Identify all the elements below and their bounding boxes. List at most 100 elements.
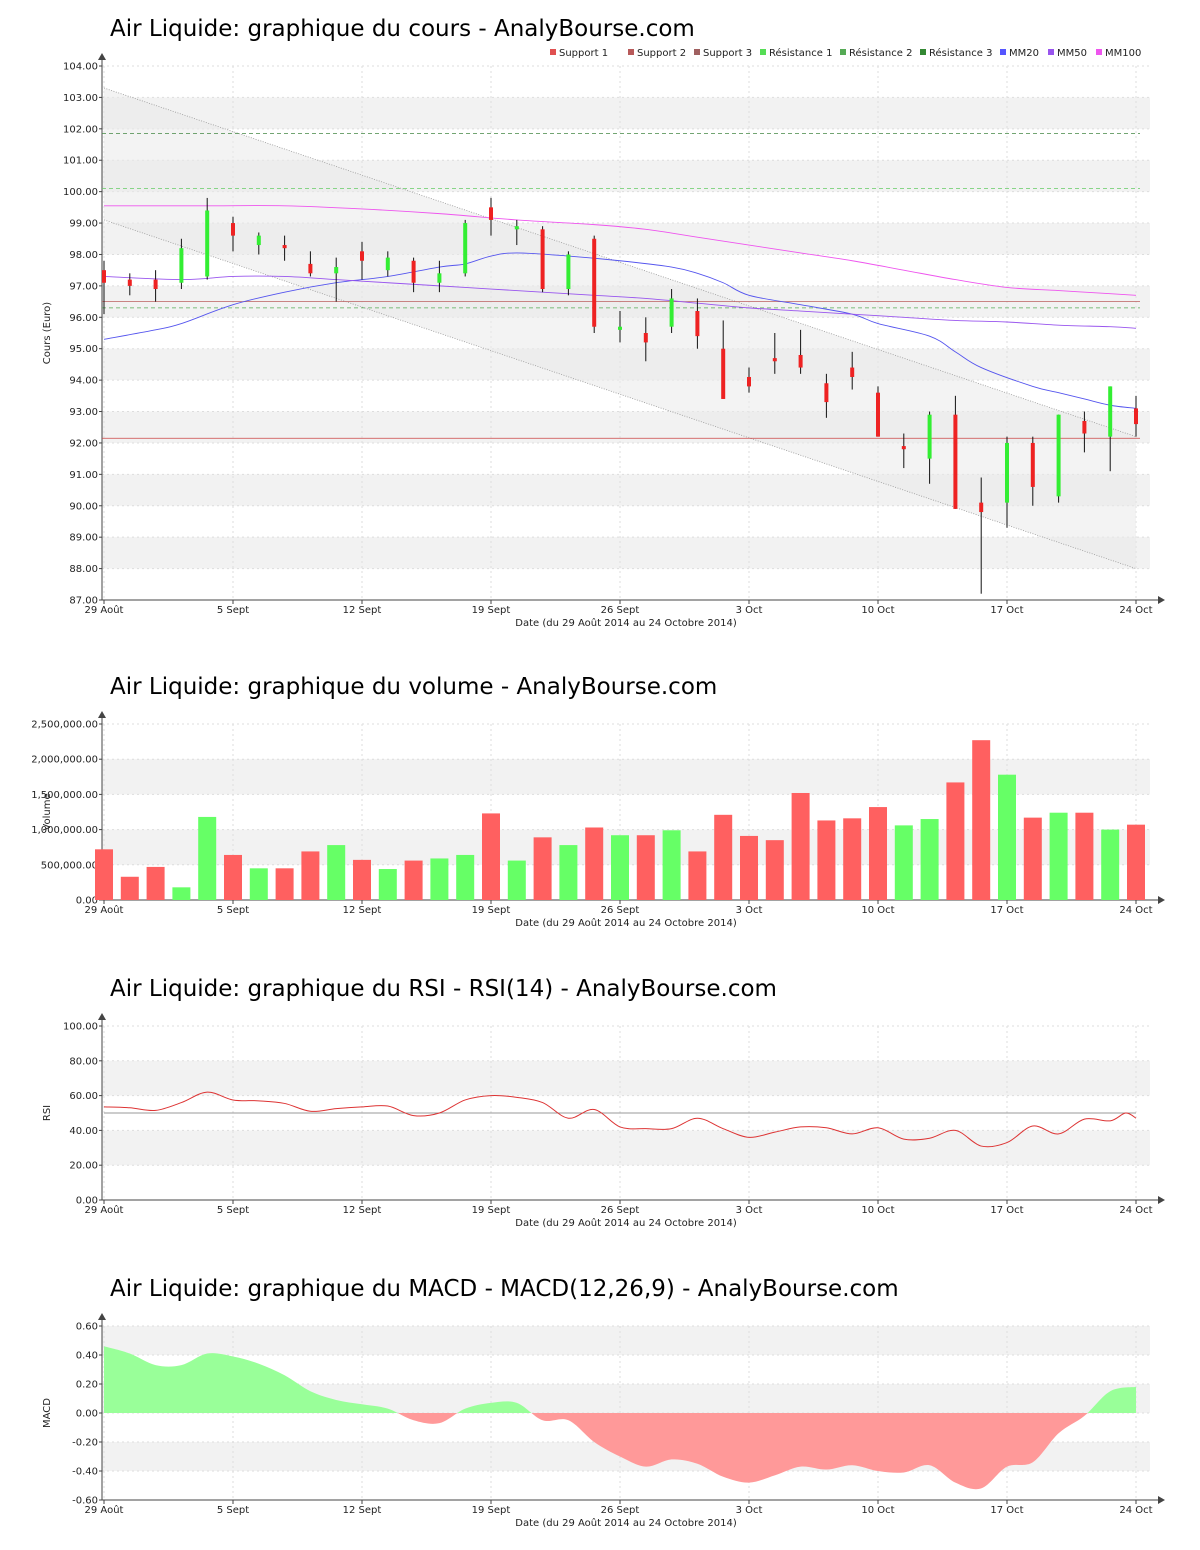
candle-body <box>979 502 984 513</box>
legend-swatch <box>628 49 634 55</box>
legend-label: MM50 <box>1057 48 1087 59</box>
legend-swatch <box>694 49 700 55</box>
candle <box>901 433 906 469</box>
macd-ytick-label: 0.60 <box>76 1322 98 1333</box>
candle <box>385 251 390 277</box>
price-ytick-label: 89.00 <box>69 533 98 544</box>
rsi-ytick-label: 60.00 <box>69 1091 98 1102</box>
macd-ytick-label: 0.40 <box>76 1351 98 1362</box>
volume-bar <box>894 825 913 900</box>
volume-bar <box>817 820 836 900</box>
volume-chart: Air Liquide: graphique du volume - Analy… <box>31 674 1165 929</box>
rsi-xlabel: Date (du 29 Août 2014 au 24 Octobre 2014… <box>515 1217 737 1229</box>
candle-body <box>231 223 235 236</box>
legend-swatch <box>1096 49 1102 55</box>
candle <box>953 395 958 509</box>
legend-swatch <box>1000 49 1006 55</box>
candle-body <box>1082 420 1087 434</box>
candle-body <box>901 446 906 450</box>
candle <box>411 257 416 293</box>
volume-bar <box>662 830 681 900</box>
price-ytick-label: 103.00 <box>63 93 98 104</box>
candle <box>463 219 468 277</box>
candle <box>102 260 106 315</box>
candle-body <box>127 279 132 286</box>
price-ytick-label: 96.00 <box>69 313 98 324</box>
volume-bar <box>482 813 500 900</box>
price-xtick-label: 19 Sept <box>472 605 511 616</box>
candle <box>618 311 622 343</box>
volume-y-arrow <box>98 711 106 718</box>
rsi-y-arrow <box>98 1013 106 1020</box>
rsi-ytick-label: 80.00 <box>69 1056 98 1067</box>
price-xtick-label: 10 Oct <box>861 605 894 616</box>
volume-ytick-label: 2,500,000.00 <box>31 720 98 731</box>
macd-xlabel: Date (du 29 Août 2014 au 24 Octobre 2014… <box>515 1517 737 1529</box>
candle-body <box>824 383 829 403</box>
volume-ylabel: Volume <box>42 793 53 830</box>
volume-ytick-label: 0.00 <box>76 896 98 907</box>
candle-body <box>772 358 777 362</box>
volume-ytick-label: 500,000.00 <box>41 860 98 871</box>
volume-band <box>102 759 1150 795</box>
price-ylabel: Cours (Euro) <box>42 302 53 365</box>
volume-bar <box>636 835 655 900</box>
volume-bar <box>1101 829 1120 900</box>
volume-bar <box>791 792 810 900</box>
volume-bar <box>378 869 397 900</box>
channel-upper-line <box>103 87 1137 438</box>
candle-body <box>385 257 390 271</box>
candle-body <box>927 414 932 459</box>
candle <box>643 317 648 362</box>
volume-bar <box>327 845 346 900</box>
candle-body <box>1030 442 1035 487</box>
candle <box>824 373 829 418</box>
volume-bar <box>765 840 784 900</box>
channel-lower-line <box>103 219 1137 569</box>
volume-xtick-label: 12 Sept <box>343 905 382 916</box>
candle-body <box>747 376 751 387</box>
volume-bar <box>585 827 604 900</box>
macd-ytick-label: -0.60 <box>72 1496 98 1507</box>
volume-xtick-label: 29 Août <box>85 904 124 916</box>
candle-body <box>540 229 545 290</box>
volume-xtick-label: 26 Sept <box>601 905 640 916</box>
candle <box>334 257 339 302</box>
candle-body <box>308 263 313 274</box>
candle-body <box>463 223 468 274</box>
volume-bar <box>869 807 887 900</box>
candle-body <box>102 270 106 283</box>
candle-body <box>643 333 648 343</box>
macd-negative-area <box>104 1413 1136 1490</box>
price-ytick-label: 99.00 <box>69 219 98 230</box>
volume-bar <box>430 858 449 900</box>
legend-label: Support 2 <box>637 48 686 59</box>
volume-bar <box>1023 817 1042 900</box>
volume-xtick-label: 10 Oct <box>861 905 894 916</box>
macd-xtick-label: 24 Oct <box>1119 1505 1152 1516</box>
candle-body <box>514 226 519 230</box>
volume-xtick-label: 17 Oct <box>990 905 1023 916</box>
candle-body <box>876 392 880 437</box>
price-band <box>102 97 1150 129</box>
price-ytick-label: 97.00 <box>69 281 98 292</box>
candle <box>850 351 855 390</box>
rsi-ytick-label: 0.00 <box>76 1196 98 1207</box>
price-ytick-label: 98.00 <box>69 250 98 261</box>
volume-bar <box>533 837 552 900</box>
candle <box>1134 395 1138 437</box>
candle-body <box>411 260 416 283</box>
candle-body <box>953 414 958 509</box>
price-x-arrow <box>1158 596 1165 604</box>
price-ytick-label: 90.00 <box>69 501 98 512</box>
candle-body <box>1056 414 1061 497</box>
volume-bar <box>972 740 991 900</box>
candle-body <box>695 311 700 337</box>
candle-body <box>334 267 339 274</box>
volume-xtick-label: 3 Oct <box>736 905 763 916</box>
volume-bar <box>275 868 294 900</box>
candle <box>566 251 571 296</box>
price-ytick-label: 87.00 <box>69 596 98 607</box>
candle <box>669 289 674 333</box>
candle <box>308 251 313 277</box>
